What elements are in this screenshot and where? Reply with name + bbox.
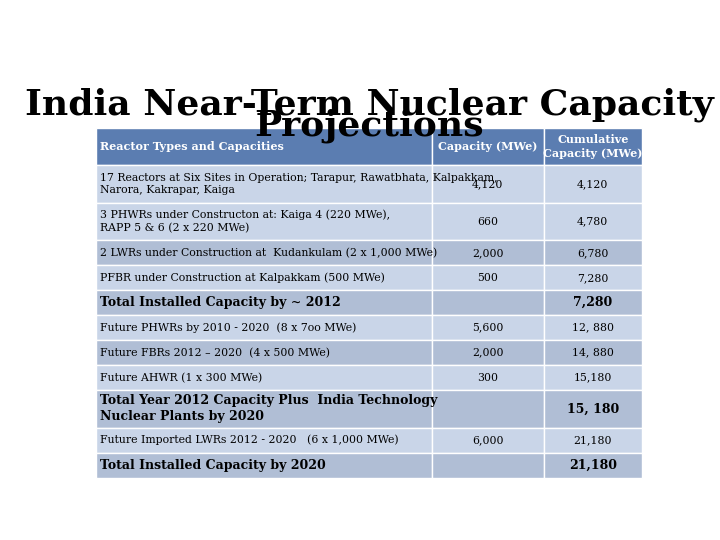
Bar	[432, 453, 544, 477]
Bar	[96, 203, 432, 240]
Text: 4,120: 4,120	[577, 179, 608, 189]
Text: Reactor Types and Capacities: Reactor Types and Capacities	[100, 141, 284, 152]
Text: 5,600: 5,600	[472, 323, 503, 333]
Text: 3 PHWRs under Constructon at: Kaiga 4 (220 MWe),
RAPP 5 & 6 (2 x 220 MWe): 3 PHWRs under Constructon at: Kaiga 4 (2…	[100, 210, 390, 233]
Bar	[544, 453, 642, 477]
Text: Projections: Projections	[254, 109, 484, 143]
Bar	[96, 453, 432, 477]
Bar	[432, 240, 544, 265]
Bar	[432, 128, 544, 165]
Bar	[432, 203, 544, 240]
Text: India Near-Term Nuclear Capacity: India Near-Term Nuclear Capacity	[24, 88, 714, 123]
Text: 660: 660	[477, 217, 498, 227]
Bar	[432, 290, 544, 315]
Bar	[96, 315, 432, 340]
Text: 17 Reactors at Six Sites in Operation; Tarapur, Rawatbhata, Kalpakkam,
Narora, K: 17 Reactors at Six Sites in Operation; T…	[100, 173, 498, 195]
Bar	[432, 365, 544, 390]
Bar	[432, 265, 544, 290]
Bar	[432, 428, 544, 453]
Text: 7,280: 7,280	[577, 273, 608, 283]
Text: 7,280: 7,280	[573, 296, 612, 309]
Bar	[544, 165, 642, 203]
Text: 4,780: 4,780	[577, 217, 608, 227]
Text: Cumulative
Capacity (MWe): Cumulative Capacity (MWe)	[543, 134, 642, 159]
Text: Total Installed Capacity by 2020: Total Installed Capacity by 2020	[100, 458, 326, 471]
Bar	[432, 165, 544, 203]
Bar	[544, 365, 642, 390]
Text: Capacity (MWe): Capacity (MWe)	[438, 141, 537, 152]
Bar	[432, 315, 544, 340]
Text: Future FBRs 2012 – 2020  (4 x 500 MWe): Future FBRs 2012 – 2020 (4 x 500 MWe)	[100, 348, 330, 358]
Bar	[544, 428, 642, 453]
Bar	[544, 290, 642, 315]
Bar	[96, 265, 432, 290]
Text: 21,180: 21,180	[573, 435, 612, 445]
Bar	[544, 340, 642, 365]
Bar	[544, 128, 642, 165]
Text: Total Year 2012 Capacity Plus  India Technology
Nuclear Plants by 2020: Total Year 2012 Capacity Plus India Tech…	[100, 394, 438, 423]
Bar	[432, 390, 544, 428]
Text: Future Imported LWRs 2012 - 2020   (6 x 1,000 MWe): Future Imported LWRs 2012 - 2020 (6 x 1,…	[100, 435, 399, 446]
Bar	[544, 315, 642, 340]
Bar	[544, 390, 642, 428]
Text: 6,000: 6,000	[472, 435, 503, 445]
Text: Future AHWR (1 x 300 MWe): Future AHWR (1 x 300 MWe)	[100, 373, 262, 383]
Bar	[544, 203, 642, 240]
Text: PFBR under Construction at Kalpakkam (500 MWe): PFBR under Construction at Kalpakkam (50…	[100, 273, 385, 283]
Text: Total Installed Capacity by ~ 2012: Total Installed Capacity by ~ 2012	[100, 296, 341, 309]
Text: 15, 180: 15, 180	[567, 402, 618, 415]
Bar	[544, 240, 642, 265]
Text: 6,780: 6,780	[577, 248, 608, 258]
Text: 2 LWRs under Construction at  Kudankulam (2 x 1,000 MWe): 2 LWRs under Construction at Kudankulam …	[100, 248, 437, 258]
Bar	[96, 390, 432, 428]
Bar	[96, 128, 432, 165]
Bar	[96, 290, 432, 315]
Text: 4,120: 4,120	[472, 179, 503, 189]
Text: 15,180: 15,180	[574, 373, 612, 383]
Text: Future PHWRs by 2010 - 2020  (8 x 7oo MWe): Future PHWRs by 2010 - 2020 (8 x 7oo MWe…	[100, 322, 356, 333]
Bar	[96, 428, 432, 453]
Bar	[96, 340, 432, 365]
Text: 12, 880: 12, 880	[572, 323, 613, 333]
Bar	[96, 165, 432, 203]
Text: 500: 500	[477, 273, 498, 283]
Text: 300: 300	[477, 373, 498, 383]
Text: 21,180: 21,180	[569, 458, 617, 471]
Text: 2,000: 2,000	[472, 348, 503, 357]
Bar	[96, 365, 432, 390]
Text: 14, 880: 14, 880	[572, 348, 613, 357]
Bar	[96, 240, 432, 265]
Text: 2,000: 2,000	[472, 248, 503, 258]
Bar	[544, 265, 642, 290]
Bar	[432, 340, 544, 365]
